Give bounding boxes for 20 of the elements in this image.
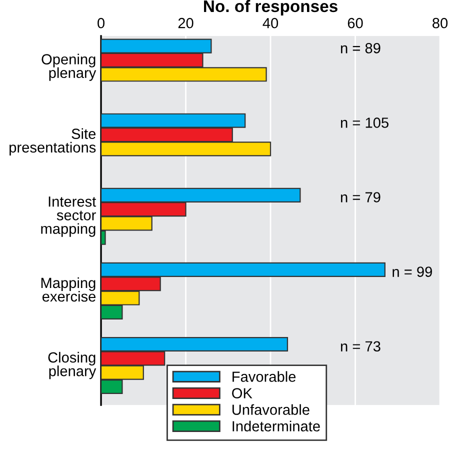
x-tick-label: 40 — [262, 18, 278, 28]
annotation: n = 99 — [392, 266, 432, 277]
y-tick-label: Interest sector mapping — [41, 196, 96, 237]
x-tick-label: 0 — [98, 18, 105, 28]
legend-label: Favorable — [232, 371, 296, 382]
y-tick-label: Mapping exercise — [41, 277, 96, 302]
y-tick-label: Opening plenary — [42, 54, 96, 81]
x-axis-title: No. of responses — [204, 0, 338, 16]
x-tick-label: 20 — [178, 18, 194, 28]
legend-label: Unfavorable — [232, 404, 310, 415]
annotation: n = 105 — [340, 118, 388, 128]
annotation: n = 73 — [340, 341, 380, 352]
annotation: n = 79 — [340, 192, 380, 202]
x-tick-label: 60 — [348, 18, 363, 28]
legend-label: OK — [232, 388, 252, 398]
y-tick-label: Closing plenary — [48, 352, 96, 380]
annotation: n = 89 — [340, 43, 380, 54]
x-tick-label: 80 — [432, 18, 448, 28]
legend-label: Indeterminate — [232, 420, 320, 432]
y-tick-label: Site presentations — [10, 128, 96, 156]
